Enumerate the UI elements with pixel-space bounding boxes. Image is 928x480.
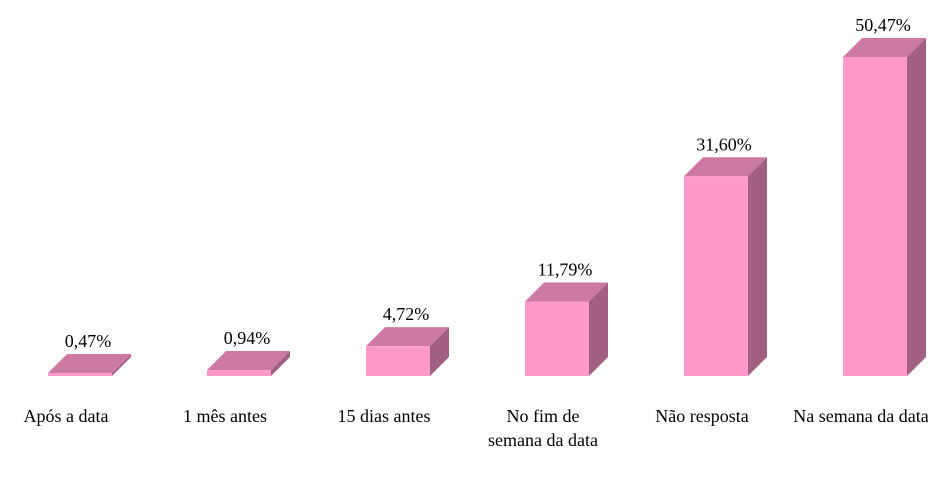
x-tick-label: Após a data [23,406,109,426]
bar-side [589,282,608,376]
bar-side [271,351,290,376]
x-tick-label: Não resposta [655,406,749,426]
data-label: 50,47% [855,15,911,35]
bar-side [907,38,926,376]
x-tick-label: No fim de semana da data [488,406,598,450]
bar [684,176,748,376]
bar [207,370,271,376]
bar-side [112,354,131,376]
bar-top [48,354,131,374]
bar-top [207,351,290,371]
data-label: 4,72% [383,304,430,324]
data-label: 31,60% [696,134,752,154]
data-label: 11,79% [538,259,593,279]
x-tick-label: 15 dias antes [337,406,431,426]
bar-top [684,157,767,177]
bar-top [366,327,449,347]
bar [843,57,907,376]
bar [525,301,589,376]
x-tick-label: 1 mês antes [183,406,267,426]
bar-side [748,157,767,376]
bar-top [843,38,926,57]
bar [366,346,430,376]
bar [48,373,112,376]
x-tick-label: Na semana da data [793,406,928,426]
bar-side [430,327,449,376]
data-label: 0,94% [224,328,271,348]
data-label: 0,47% [65,331,112,351]
bar-top [525,282,608,302]
